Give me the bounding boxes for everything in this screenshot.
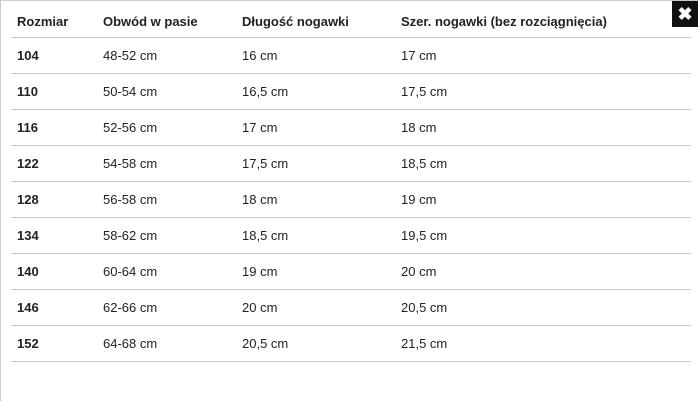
- cell-leg-width: 17,5 cm: [395, 73, 691, 110]
- cell-leg-length: 20 cm: [236, 289, 395, 326]
- header-leg-length: Długość nogawki: [236, 6, 395, 38]
- cell-leg-length: 20,5 cm: [236, 325, 395, 362]
- cell-waist: 54-58 cm: [97, 145, 236, 182]
- cell-size: 128: [11, 181, 97, 218]
- header-waist: Obwód w pasie: [97, 6, 236, 38]
- cell-leg-length: 17 cm: [236, 109, 395, 146]
- table-row: 146 62-66 cm 20 cm 20,5 cm: [11, 289, 691, 326]
- cell-waist: 48-52 cm: [97, 37, 236, 74]
- cell-leg-width: 20 cm: [395, 253, 691, 290]
- table-row: 128 56-58 cm 18 cm 19 cm: [11, 181, 691, 218]
- cell-leg-width: 17 cm: [395, 37, 691, 74]
- cell-waist: 58-62 cm: [97, 217, 236, 254]
- cell-leg-width: 18 cm: [395, 109, 691, 146]
- cell-size: 116: [11, 109, 97, 146]
- cell-size: 134: [11, 217, 97, 254]
- cell-waist: 52-56 cm: [97, 109, 236, 146]
- cell-leg-width: 18,5 cm: [395, 145, 691, 182]
- cell-leg-width: 19 cm: [395, 181, 691, 218]
- cell-size: 146: [11, 289, 97, 326]
- table-row: 152 64-68 cm 20,5 cm 21,5 cm: [11, 325, 691, 362]
- table-row: 110 50-54 cm 16,5 cm 17,5 cm: [11, 73, 691, 110]
- cell-leg-width: 19,5 cm: [395, 217, 691, 254]
- cell-leg-width: 21,5 cm: [395, 325, 691, 362]
- table-row: 116 52-56 cm 17 cm 18 cm: [11, 109, 691, 146]
- cell-leg-length: 17,5 cm: [236, 145, 395, 182]
- cell-waist: 64-68 cm: [97, 325, 236, 362]
- cell-leg-length: 16,5 cm: [236, 73, 395, 110]
- cell-waist: 62-66 cm: [97, 289, 236, 326]
- cell-leg-length: 16 cm: [236, 37, 395, 74]
- table-header: Rozmiar Obwód w pasie Długość nogawki Sz…: [11, 6, 691, 38]
- cell-leg-length: 19 cm: [236, 253, 395, 290]
- table-row: 134 58-62 cm 18,5 cm 19,5 cm: [11, 217, 691, 254]
- cell-waist: 50-54 cm: [97, 73, 236, 110]
- cell-size: 152: [11, 325, 97, 362]
- header-leg-width: Szer. nogawki (bez rozciągnięcia): [395, 6, 691, 38]
- size-table: Rozmiar Obwód w pasie Długość nogawki Sz…: [11, 6, 691, 362]
- cell-leg-length: 18,5 cm: [236, 217, 395, 254]
- cell-size: 140: [11, 253, 97, 290]
- cell-size: 110: [11, 73, 97, 110]
- table-row: 122 54-58 cm 17,5 cm 18,5 cm: [11, 145, 691, 182]
- table-row: 140 60-64 cm 19 cm 20 cm: [11, 253, 691, 290]
- header-size: Rozmiar: [11, 6, 97, 38]
- cell-leg-length: 18 cm: [236, 181, 395, 218]
- cell-leg-width: 20,5 cm: [395, 289, 691, 326]
- table-row: 104 48-52 cm 16 cm 17 cm: [11, 37, 691, 74]
- cell-waist: 60-64 cm: [97, 253, 236, 290]
- cell-size: 122: [11, 145, 97, 182]
- cell-size: 104: [11, 37, 97, 74]
- cell-waist: 56-58 cm: [97, 181, 236, 218]
